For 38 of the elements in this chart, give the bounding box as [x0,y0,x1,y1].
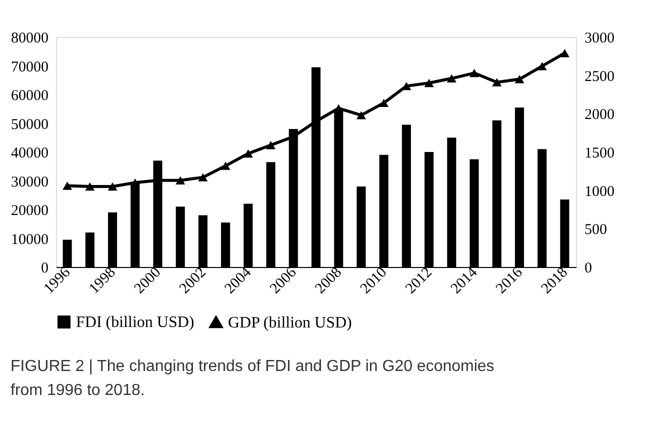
y2-tick-label: 3000 [584,30,614,46]
y-tick-label: 30000 [11,174,48,190]
point [62,182,72,190]
point [266,140,276,150]
y2-tick-label: 2000 [584,107,614,124]
point [537,62,547,70]
point [130,178,140,187]
point [176,176,186,184]
y-tick-label: 60000 [11,88,48,104]
y-tick-label: 50000 [11,116,48,133]
point [402,82,412,90]
y2-tick-label: 500 [584,222,607,238]
point [85,182,95,191]
point [243,149,253,158]
point [424,78,434,88]
point [492,78,502,86]
y2-tick-label: 0 [584,260,592,276]
legend-label: GDP (billion USD) [228,314,352,332]
x-tick-label: 1998 [86,264,119,298]
y-tick-label: 20000 [11,203,48,219]
point [356,111,366,120]
point [446,74,456,83]
point [198,173,208,182]
point [379,98,389,108]
y-tick-label: 80000 [11,30,48,46]
point [514,75,524,84]
y-tick-label: 40000 [11,146,48,162]
y2-tick-label: 2500 [584,68,614,85]
y2-tick-label: 1500 [584,146,614,162]
point [108,182,118,191]
point [470,68,480,78]
point [560,48,570,58]
caption: FIGURE 2 | The changing trends of FDI and GDP in G20 economies from 1996 to 2018. [10,358,494,399]
y-tick-label: 10000 [11,232,48,248]
point [220,162,230,170]
y-tick-label: 70000 [11,59,48,76]
y2-tick-label: 1000 [584,184,614,200]
legend-label: FDI (billion USD) [76,314,194,331]
